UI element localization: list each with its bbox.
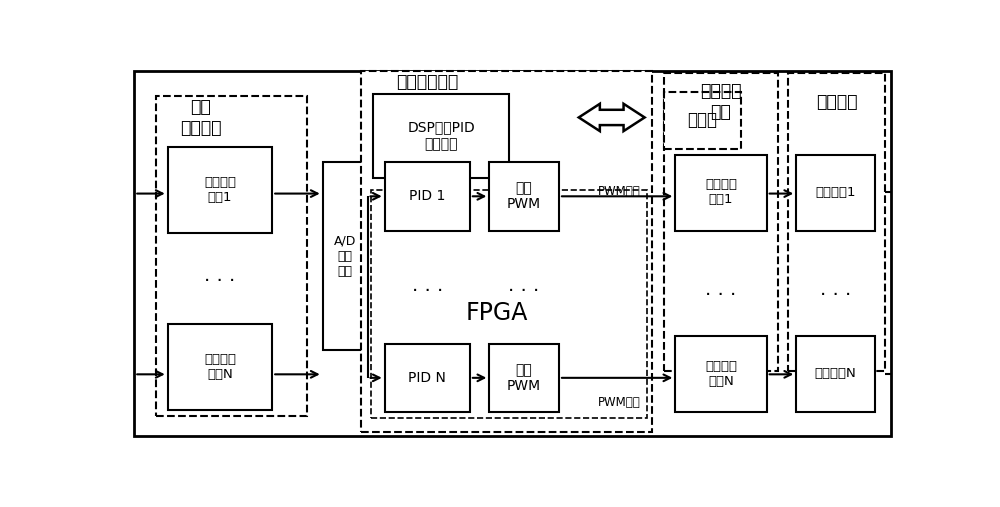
Text: 温度采集
单元1: 温度采集 单元1 bbox=[204, 175, 236, 204]
Bar bbox=[664, 73, 778, 371]
Bar bbox=[373, 94, 509, 178]
Text: 控制温区: 控制温区 bbox=[816, 93, 857, 111]
Text: PID N: PID N bbox=[408, 371, 446, 385]
Polygon shape bbox=[579, 104, 645, 131]
Text: PID 1: PID 1 bbox=[409, 189, 445, 203]
Text: A/D
转换
电路: A/D 转换 电路 bbox=[334, 235, 356, 277]
Bar bbox=[385, 344, 470, 412]
Bar bbox=[489, 162, 559, 231]
Bar bbox=[323, 162, 368, 350]
Text: PWM输出: PWM输出 bbox=[598, 396, 641, 409]
Text: 温度采集
单元N: 温度采集 单元N bbox=[204, 353, 236, 381]
Bar bbox=[664, 92, 741, 149]
Text: 温度控制模块: 温度控制模块 bbox=[396, 74, 458, 91]
Text: 驱动加热
单元1: 驱动加热 单元1 bbox=[705, 178, 737, 206]
Text: DSP优化PID
参数模块: DSP优化PID 参数模块 bbox=[407, 121, 475, 151]
Text: PWM输出: PWM输出 bbox=[598, 185, 641, 198]
Bar bbox=[168, 324, 272, 410]
Bar bbox=[385, 162, 470, 231]
Bar bbox=[168, 147, 272, 233]
Text: 上位机: 上位机 bbox=[687, 111, 717, 129]
Text: 控制分区N: 控制分区N bbox=[815, 368, 857, 380]
Text: · · ·: · · · bbox=[204, 272, 236, 291]
Bar bbox=[371, 190, 647, 418]
Bar bbox=[675, 155, 767, 231]
Text: · · ·: · · · bbox=[705, 285, 737, 305]
Bar bbox=[788, 73, 885, 371]
Text: · · ·: · · · bbox=[820, 285, 851, 305]
Bar bbox=[675, 336, 767, 412]
Bar bbox=[156, 96, 307, 416]
Bar bbox=[796, 336, 875, 412]
Text: 温度
采集模块: 温度 采集模块 bbox=[180, 98, 222, 137]
Text: 单路
PWM: 单路 PWM bbox=[507, 181, 541, 211]
Text: FPGA: FPGA bbox=[466, 301, 528, 324]
Bar bbox=[489, 344, 559, 412]
Bar bbox=[796, 155, 875, 231]
Text: 控制分区1: 控制分区1 bbox=[815, 186, 856, 199]
Text: · · ·: · · · bbox=[509, 282, 540, 301]
Text: 驱动加热
模块: 驱动加热 模块 bbox=[700, 83, 742, 121]
Text: · · ·: · · · bbox=[412, 282, 443, 301]
Text: 单路
PWM: 单路 PWM bbox=[507, 363, 541, 393]
Bar bbox=[361, 70, 652, 431]
Text: 驱动加热
单元N: 驱动加热 单元N bbox=[705, 360, 737, 388]
